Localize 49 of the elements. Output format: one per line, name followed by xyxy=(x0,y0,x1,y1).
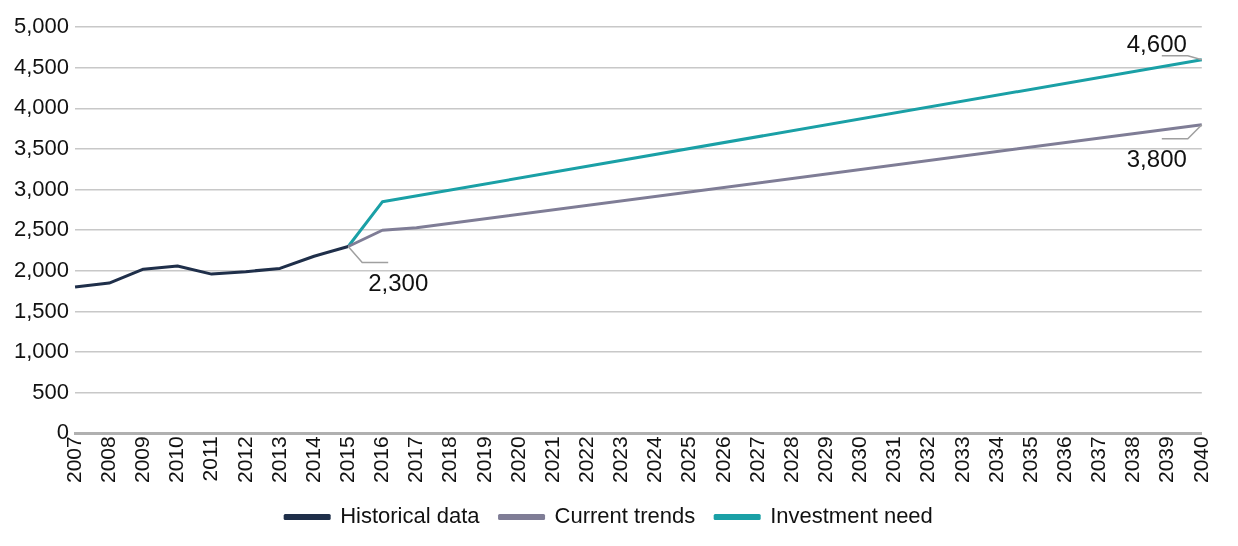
annotation: 2,300 xyxy=(368,269,429,297)
y-tick-label: 500 xyxy=(32,378,70,404)
x-tick-label: 2024 xyxy=(642,435,666,483)
annotation: 4,600 xyxy=(1126,30,1187,58)
x-tick-label: 2021 xyxy=(539,436,563,483)
y-tick-label: 1,500 xyxy=(13,297,70,323)
y-tick-label: 4,000 xyxy=(13,94,70,120)
y-tick-label: 1,000 xyxy=(13,338,70,364)
x-tick-label: 2026 xyxy=(710,436,734,483)
x-tick-label: 2034 xyxy=(983,435,1007,483)
x-tick-label: 2038 xyxy=(1120,436,1144,483)
x-tick-label: 2028 xyxy=(778,436,802,483)
x-tick-label: 2017 xyxy=(403,436,427,483)
x-tick-label: 2014 xyxy=(300,435,324,483)
x-tick-label: 2023 xyxy=(608,436,632,483)
x-tick-label: 2008 xyxy=(95,436,119,483)
x-tick-label: 2013 xyxy=(266,436,290,483)
y-tick-label: 5,000 xyxy=(13,13,70,39)
x-tick-label: 2033 xyxy=(949,436,973,483)
y-tick-label: 4,500 xyxy=(13,53,70,79)
x-tick-label: 2030 xyxy=(847,436,871,483)
y-tick-label: 3,500 xyxy=(13,135,70,161)
x-tick-label: 2012 xyxy=(232,436,256,483)
y-tick-label: 2,000 xyxy=(13,256,70,282)
x-tick-label: 2020 xyxy=(505,436,529,483)
x-tick-label: 2027 xyxy=(744,436,768,483)
x-tick-label: 2019 xyxy=(471,436,495,483)
x-tick-label: 2035 xyxy=(1017,436,1041,483)
y-tick-label: 2,500 xyxy=(13,216,70,242)
x-tick-label: 2010 xyxy=(164,436,188,483)
x-tick-label: 2009 xyxy=(130,436,154,483)
y-tick-label: 3,000 xyxy=(13,175,70,201)
x-tick-label: 2039 xyxy=(1154,436,1178,483)
x-tick-label: 2036 xyxy=(1052,436,1076,483)
annotation: 3,800 xyxy=(1126,145,1187,173)
x-tick-label: 2022 xyxy=(574,436,598,483)
legend-label: Current trends xyxy=(554,503,696,529)
x-tick-label: 2040 xyxy=(1188,436,1212,483)
x-tick-label: 2032 xyxy=(915,436,939,483)
x-tick-label: 2016 xyxy=(369,436,393,483)
x-tick-label: 2025 xyxy=(676,436,700,483)
legend-label: Historical data xyxy=(340,503,481,529)
legend-label: Investment need xyxy=(770,503,933,529)
x-tick-label: 2015 xyxy=(335,436,358,483)
x-tick-label: 2029 xyxy=(813,436,837,483)
x-tick-label: 2031 xyxy=(881,436,905,483)
x-tick-label: 2011 xyxy=(198,436,222,482)
x-tick-label: 2018 xyxy=(437,436,461,483)
x-tick-label: 2037 xyxy=(1086,436,1110,483)
